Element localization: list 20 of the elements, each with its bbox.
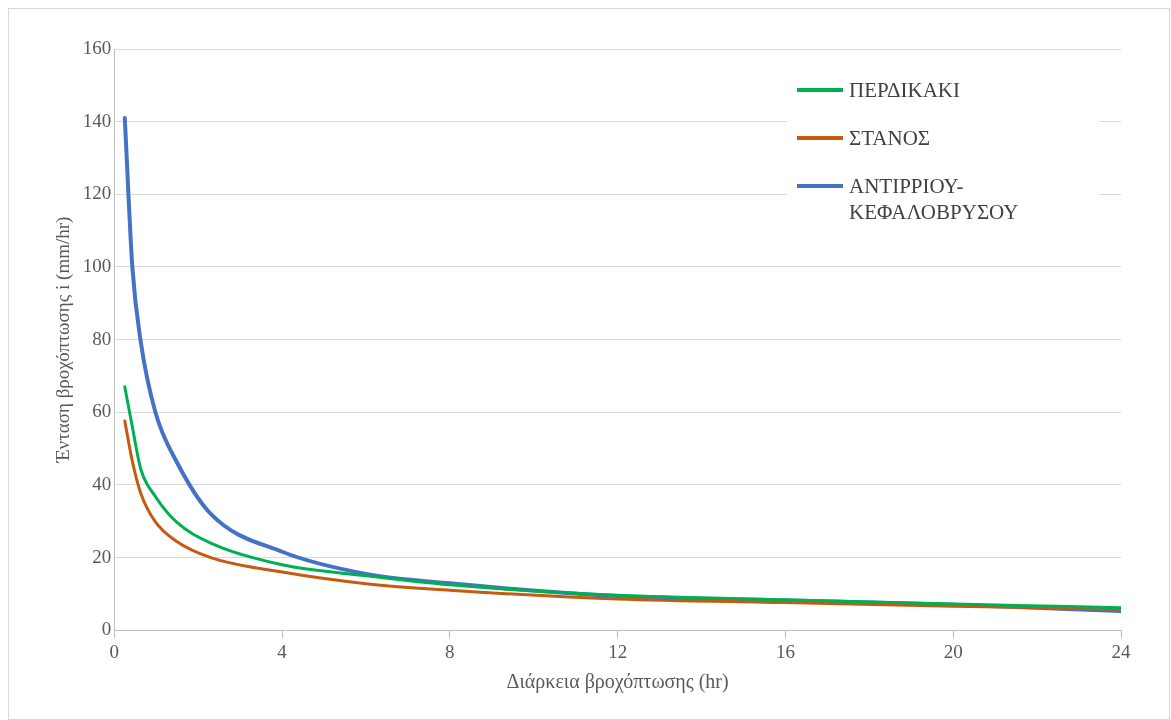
legend-label: ΣΤΑΝΟΣ <box>849 125 932 151</box>
x-axis-title: Διάρκεια βροχόπτωσης (hr) <box>506 670 729 694</box>
y-tick-label: 100 <box>82 254 112 276</box>
y-tick-label: 40 <box>92 472 112 494</box>
y-axis-title: Ένταση βροχόπτωσης i (mm/hr) <box>52 216 75 464</box>
y-tick-label: 120 <box>82 182 112 204</box>
x-tick-label: 8 <box>445 640 455 662</box>
y-tick-label: 0 <box>101 618 112 640</box>
y-tick-label: 60 <box>92 400 112 422</box>
x-tick-label: 12 <box>608 640 628 662</box>
legend-label: ΠΕΡΔΙΚΑΚΙ <box>849 77 962 103</box>
y-tick-label: 160 <box>82 36 112 58</box>
y-tick-label: 80 <box>92 327 112 349</box>
x-tick-label: 4 <box>277 640 288 662</box>
legend-label: ΑΝΤΙΡΡΙΟΥ-ΚΕΦΑΛΟΒΡΥΣΟΥ <box>849 173 1020 225</box>
y-tick-label: 20 <box>92 545 112 567</box>
y-tick-label: 140 <box>82 109 112 131</box>
x-tick-label: 24 <box>1111 640 1131 662</box>
x-tick-label: 16 <box>775 640 795 662</box>
x-tick-label: 20 <box>943 640 963 662</box>
